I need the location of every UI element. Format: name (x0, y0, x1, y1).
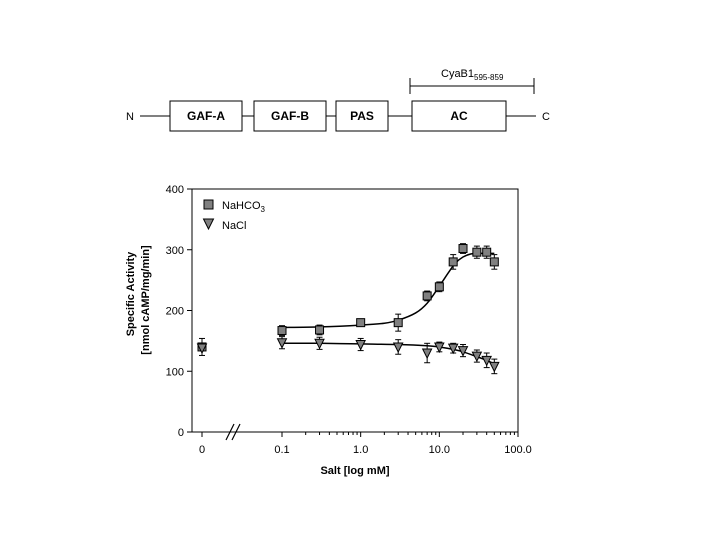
gaf-b-domain-box (253, 100, 327, 132)
y-axis-label-line1: Specific Activity (125, 251, 137, 336)
nahco3-data-point (448, 257, 458, 267)
nahco3-data-point (489, 257, 499, 267)
legend-square-marker (203, 199, 214, 210)
domain-architecture-diagram: N GAF-A GAF-B PAS AC C CyaB1595-859 (126, 68, 550, 132)
y-axis-label-line2: [nmol cAMP/mg/min] (140, 245, 152, 355)
c-terminus-label: C (542, 111, 550, 123)
pas-domain-box (335, 100, 389, 132)
nacl-data-point (471, 351, 483, 363)
legend-nacl-label: NaCl (222, 220, 246, 232)
x-axis: 0 0.1 1.0 10.0 100.0 (199, 432, 532, 456)
nacl-data-point (276, 338, 288, 349)
gaf-b-label: GAF-B (271, 109, 309, 123)
ac-label: AC (450, 109, 468, 123)
y-tick-label: 0 (178, 427, 184, 439)
gaf-a-label: GAF-A (187, 109, 225, 123)
legend: NaHCO3 NaCl (202, 199, 266, 232)
construct-label: CyaB1595-859 (441, 68, 504, 82)
y-axis: 0 100 200 300 400 (166, 184, 192, 439)
construct-subscript: 595-859 (474, 73, 504, 82)
axis-break-slash (225, 423, 235, 441)
y-tick-label: 200 (166, 306, 184, 318)
nahco3-data-point (458, 244, 468, 254)
nacl-data-point (481, 355, 493, 367)
x-tick-label: 100.0 (504, 444, 532, 456)
fit-curve-nahco3 (281, 252, 495, 329)
activity-chart: 0 100 200 300 400 0 0.1 1.0 10.0 100.0 Salt [log… (125, 184, 532, 477)
nahco3-data-point (472, 247, 482, 257)
legend-nahco3-name: NaHCO (222, 200, 261, 212)
n-terminus-label: N (126, 111, 134, 123)
x-tick-label: 0 (199, 444, 205, 456)
nacl-data-point (447, 343, 459, 355)
y-tick-label: 400 (166, 184, 184, 196)
x-tick-label: 10.0 (429, 444, 450, 456)
legend-triangle-marker (202, 218, 215, 231)
legend-nahco3-label: NaHCO3 (222, 200, 266, 214)
nahco3-data-point (482, 247, 492, 257)
zero-salt-triangle-point (196, 343, 208, 355)
nacl-data-point (489, 361, 500, 373)
nahco3-data-point (356, 318, 366, 328)
ac-domain-box (411, 100, 507, 132)
y-tick-label: 300 (166, 245, 184, 257)
y-tick-label: 100 (166, 366, 184, 378)
nahco3-data-point (393, 318, 403, 328)
nahco3-data-point (277, 326, 287, 336)
data-points (196, 243, 500, 375)
construct-name: CyaB1 (441, 68, 474, 80)
legend-nahco3-subscript: 3 (261, 205, 266, 214)
nahco3-data-point (315, 325, 325, 335)
axis-break-slash (231, 423, 241, 441)
x-axis-label: Salt [log mM] (320, 465, 389, 477)
nacl-data-point (457, 346, 469, 357)
nacl-data-point (314, 338, 325, 350)
nahco3-data-point (434, 282, 444, 292)
nacl-data-point (355, 340, 366, 351)
nahco3-data-point (422, 291, 432, 301)
pas-label: PAS (350, 109, 374, 123)
nacl-data-point (421, 348, 433, 360)
axis-break-mark (225, 423, 241, 441)
x-tick-label: 0.1 (274, 444, 289, 456)
x-tick-label: 1.0 (353, 444, 368, 456)
nacl-data-point (434, 342, 445, 354)
nacl-data-point (392, 342, 404, 354)
